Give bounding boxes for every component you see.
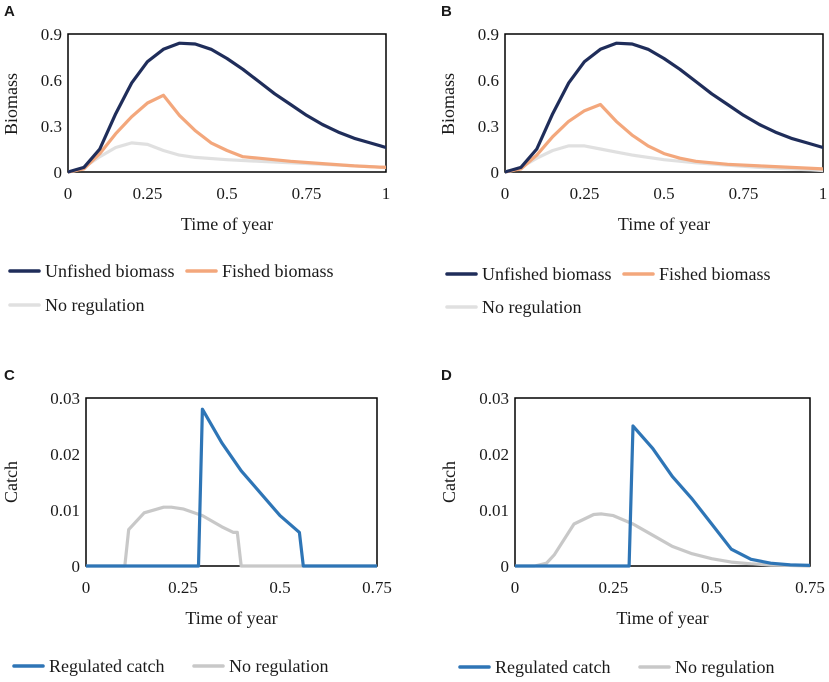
x-tick-label: 0.75 xyxy=(362,578,392,597)
y-tick-label: 0.3 xyxy=(478,117,499,136)
y-tick-label: 0.01 xyxy=(479,501,509,520)
legend: Unfished biomass Fished biomass No regulat… xyxy=(8,261,334,315)
x-axis-title: Time of year xyxy=(185,608,277,628)
legend-label: No regulation xyxy=(675,657,774,677)
x-tick-label: 0.75 xyxy=(795,578,825,597)
plot-frame xyxy=(85,397,378,567)
y-tick-label: 0.03 xyxy=(50,389,80,408)
y-tick-label: 0 xyxy=(491,163,500,182)
x-tick-label: 0 xyxy=(501,184,510,203)
legend-label: No regulation xyxy=(229,656,328,676)
series-line-unfished-biomass xyxy=(68,41,386,174)
series-line-fished-biomass xyxy=(505,102,823,174)
plot-frame xyxy=(67,33,387,173)
legend: Regulated catch No regulation xyxy=(458,657,774,677)
plot-frame xyxy=(504,33,824,173)
legend-label: Fished biomass xyxy=(659,264,771,284)
x-tick-label: 0.75 xyxy=(292,184,322,203)
y-tick-label: 0.6 xyxy=(41,71,62,90)
y-tick-label: 0.02 xyxy=(479,445,509,464)
y-axis-title: Catch xyxy=(1,461,21,503)
chart-panel-c: C 0 0.01 0.02 0.03 0 0.25 0.5 0.75 Time of year Ca… xyxy=(1,367,392,676)
chart-panel-a: A 0 0.3 0.6 0.9 0 0.25 0.5 0.75 1 Time of year Biom… xyxy=(1,3,390,315)
y-tick-label: 0 xyxy=(501,557,510,576)
x-tick-label: 1 xyxy=(382,184,391,203)
series-line-regulated-catch xyxy=(86,407,377,568)
y-tick-label: 0.01 xyxy=(50,501,80,520)
legend: Regulated catch No regulation xyxy=(12,656,328,676)
x-tick-label: 0.5 xyxy=(216,184,237,203)
x-tick-label: 0 xyxy=(64,184,73,203)
y-tick-label: 0.6 xyxy=(478,71,499,90)
x-tick-label: 0.75 xyxy=(729,184,759,203)
legend-label: No regulation xyxy=(482,297,581,317)
chart-panel-d: D 0 0.01 0.02 0.03 0 0.25 0.5 0.75 Time of year Ca… xyxy=(439,367,825,677)
y-axis-title: Biomass xyxy=(438,73,458,135)
legend-label: Unfished biomass xyxy=(482,264,612,284)
panel-label: A xyxy=(4,3,15,20)
y-tick-label: 0.9 xyxy=(41,25,62,44)
panel-label: C xyxy=(4,367,15,384)
series-line-no-regulation xyxy=(515,512,810,568)
x-tick-label: 0 xyxy=(82,578,91,597)
y-tick-label: 0.02 xyxy=(50,445,80,464)
x-tick-label: 0.5 xyxy=(269,578,290,597)
x-tick-label: 0.5 xyxy=(701,578,722,597)
series-line-fished-biomass xyxy=(68,93,386,174)
series-line-no-regulation xyxy=(68,141,386,174)
x-tick-label: 0.25 xyxy=(168,578,198,597)
x-tick-label: 0.25 xyxy=(133,184,163,203)
y-tick-label: 0.03 xyxy=(479,389,509,408)
series-line-regulated-catch xyxy=(515,424,810,568)
x-tick-label: 0 xyxy=(511,578,520,597)
x-tick-label: 0.25 xyxy=(570,184,600,203)
y-axis-title: Catch xyxy=(439,461,459,503)
y-tick-label: 0 xyxy=(72,557,81,576)
series-line-no-regulation xyxy=(86,505,377,568)
y-axis-title: Biomass xyxy=(1,73,21,135)
legend-label: Regulated catch xyxy=(495,657,610,677)
y-tick-label: 0.3 xyxy=(41,117,62,136)
legend-label: No regulation xyxy=(45,295,144,315)
y-tick-label: 0 xyxy=(54,163,63,182)
x-tick-label: 0.25 xyxy=(598,578,628,597)
x-axis-title: Time of year xyxy=(616,608,708,628)
chart-panel-b: B 0 0.3 0.6 0.9 0 0.25 0.5 0.75 1 Time of year Biom… xyxy=(438,3,827,317)
x-axis-title: Time of year xyxy=(181,214,273,234)
legend-label: Fished biomass xyxy=(222,261,334,281)
x-tick-label: 0.5 xyxy=(653,184,674,203)
panel-label: B xyxy=(441,3,452,20)
legend: Unfished biomass Fished biomass No regulat… xyxy=(445,264,771,317)
x-tick-label: 1 xyxy=(819,184,828,203)
legend-label: Unfished biomass xyxy=(45,261,175,281)
plot-frame xyxy=(514,397,811,567)
y-tick-label: 0.9 xyxy=(478,25,499,44)
x-axis-title: Time of year xyxy=(618,214,710,234)
panel-label: D xyxy=(441,367,452,384)
legend-label: Regulated catch xyxy=(49,656,164,676)
series-line-unfished-biomass xyxy=(505,41,823,174)
